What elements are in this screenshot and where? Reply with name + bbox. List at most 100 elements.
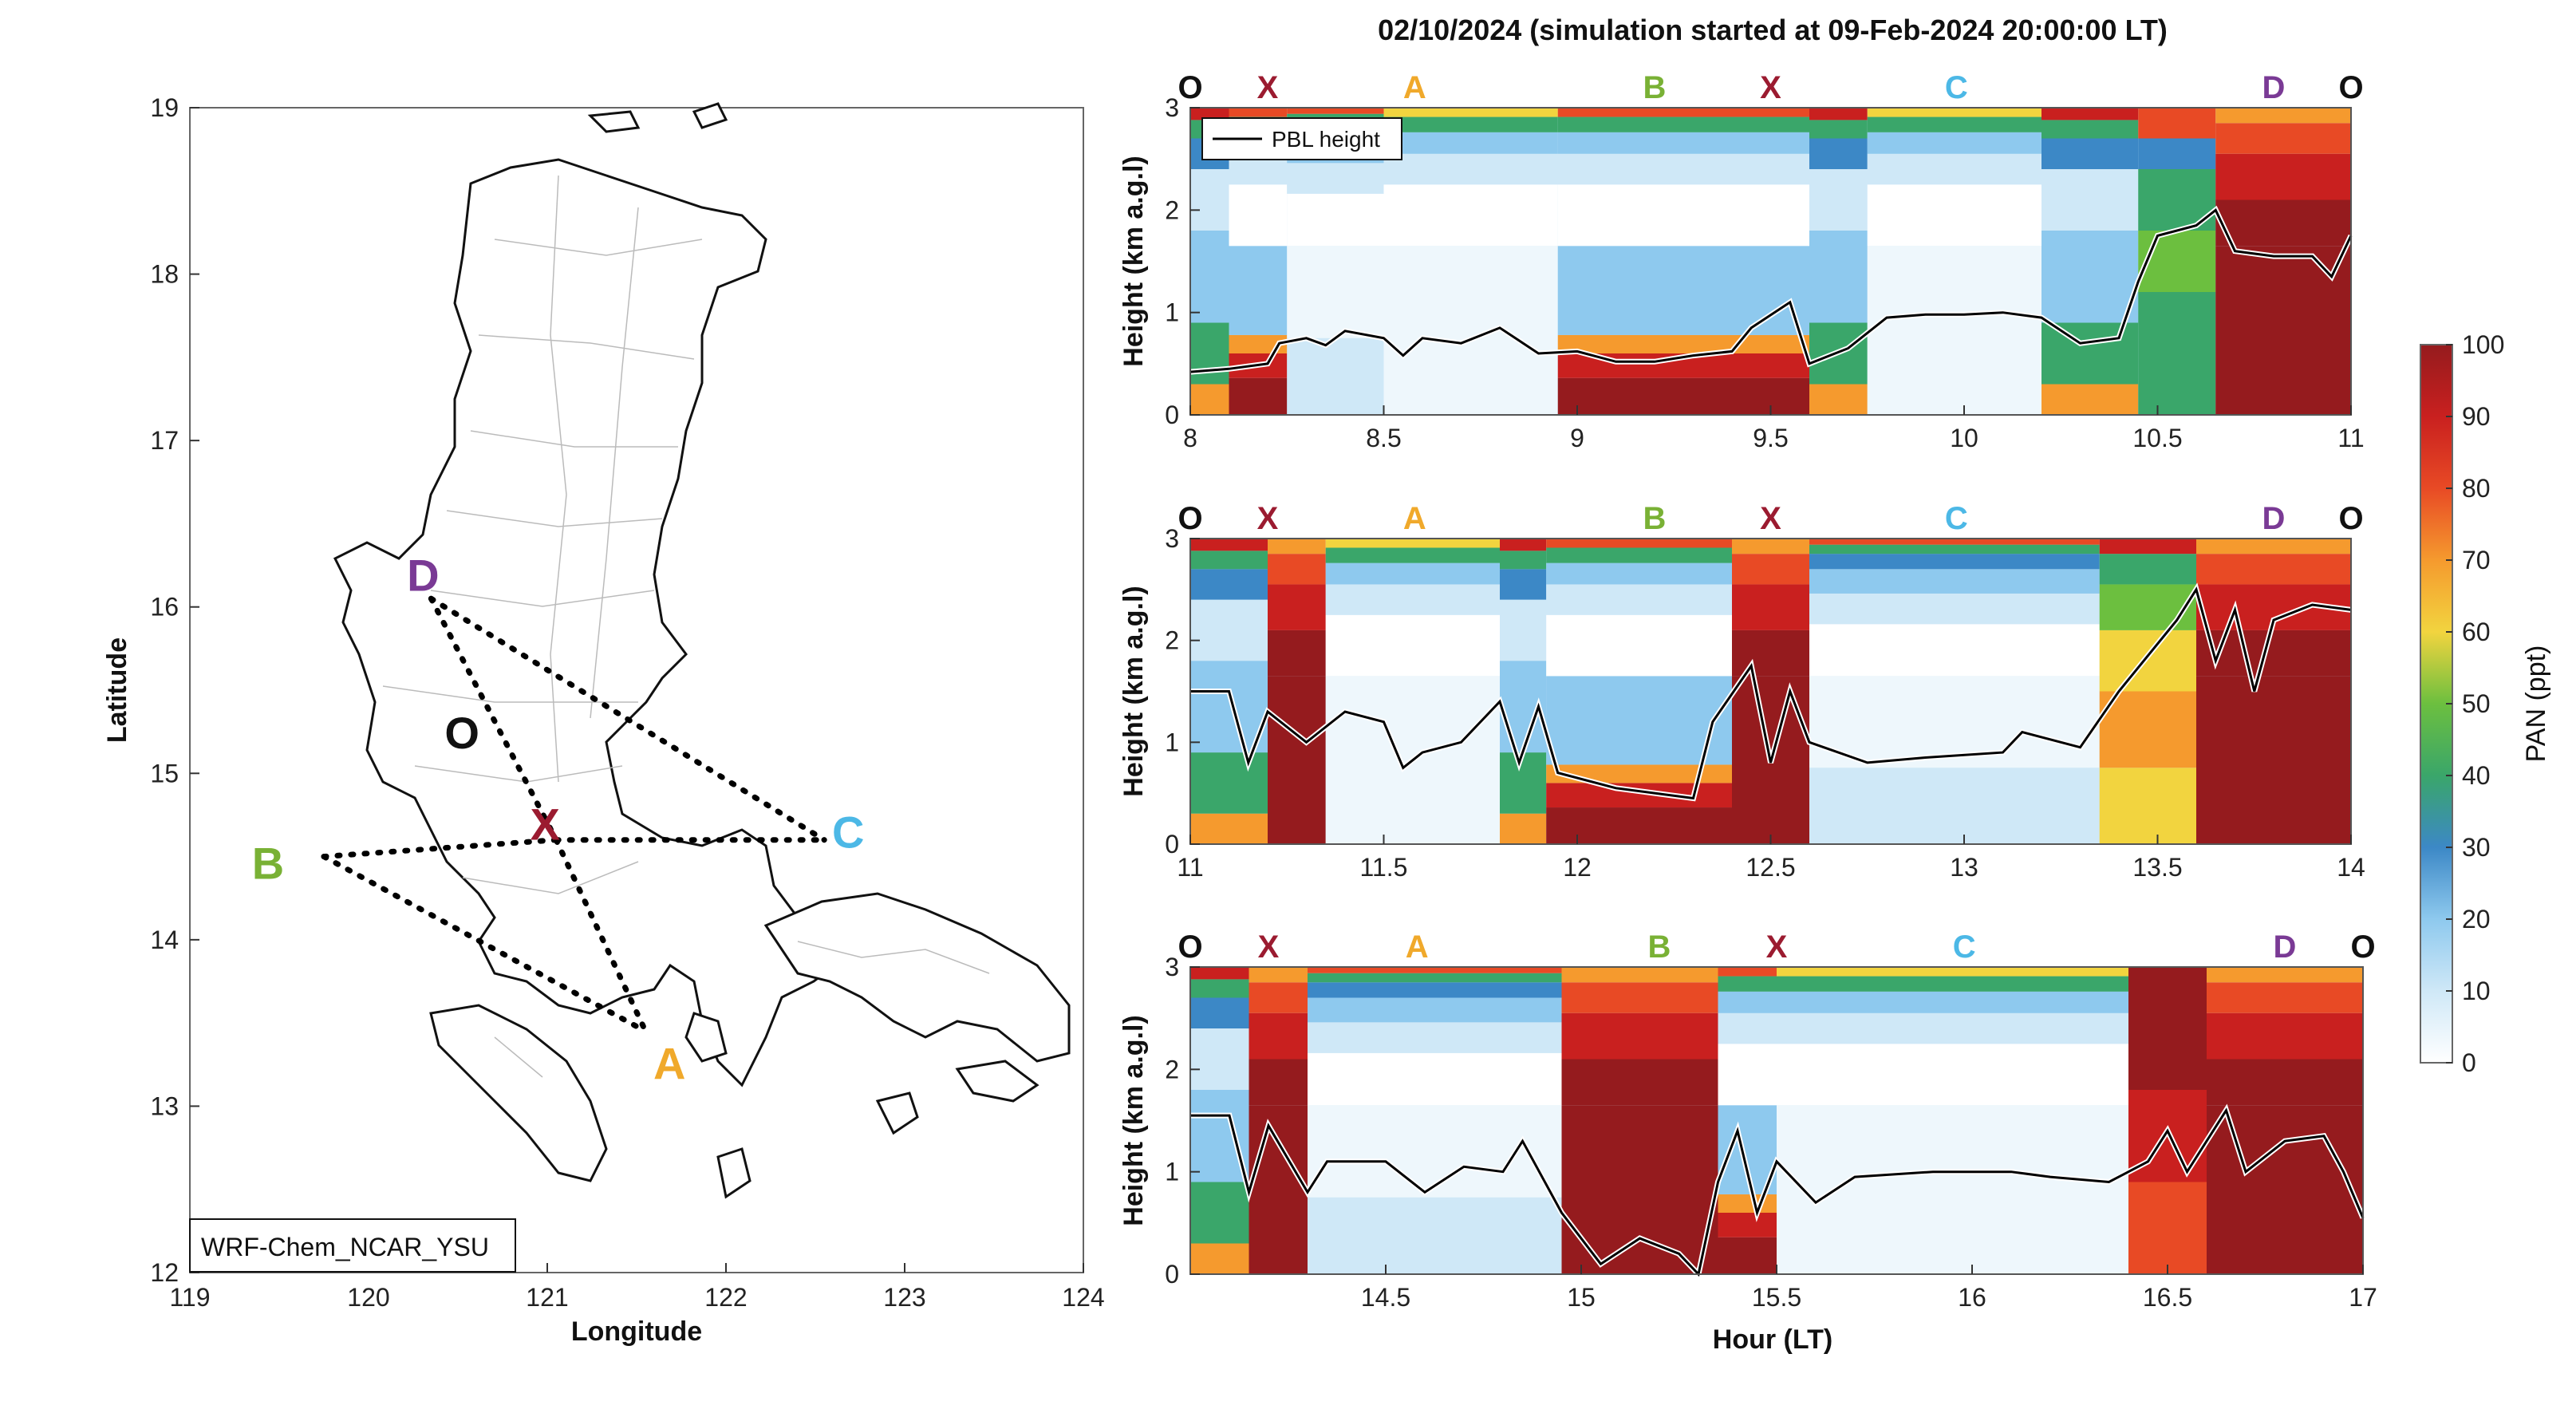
waypoint-label: B <box>1643 501 1667 536</box>
heatmap-cell <box>2099 584 2196 630</box>
heatmap-cell <box>1383 246 1558 415</box>
transect-lines <box>321 595 827 1035</box>
xtick-label: 15.5 <box>1752 1283 1801 1312</box>
transect-line <box>428 595 827 843</box>
xtick-label: 9 <box>1570 424 1584 452</box>
map-ytick-label: 19 <box>150 93 179 122</box>
y-axis-label: Height (km a.g.l) <box>1118 586 1149 796</box>
heatmap-cell <box>1777 1044 2128 1106</box>
heatmap-cell <box>1308 1197 1562 1274</box>
heatmap-cell <box>1867 246 2041 415</box>
xtick-label: 8.5 <box>1366 424 1401 452</box>
map-ytick-label: 15 <box>150 759 179 787</box>
heatmap-cell <box>1546 539 1732 548</box>
heatmap-cell <box>1718 1213 1777 1237</box>
map-xtick-label: 121 <box>526 1283 568 1312</box>
y-axis-label: Height (km a.g.l) <box>1118 156 1149 366</box>
heatmap-cell <box>1249 982 1308 1013</box>
waypoint-label: A <box>1403 501 1426 536</box>
ytick-label: 3 <box>1165 953 1179 981</box>
heatmap-cell <box>1732 630 1809 677</box>
heatmap-cell <box>1693 334 1809 353</box>
heatmap-cell <box>1557 184 1694 247</box>
colorbar-tick-label: 70 <box>2462 546 2491 574</box>
heatmap-cell <box>1325 614 1500 677</box>
heatmap-cell <box>2207 1059 2363 1106</box>
map-ytick-label: 18 <box>150 260 179 289</box>
heatmap-cell <box>1809 384 1868 415</box>
heatmap-cell <box>1809 169 1868 231</box>
heatmap-cell <box>1546 562 1732 585</box>
ytick-label: 2 <box>1165 1055 1179 1083</box>
heatmap-cell <box>1268 539 1326 555</box>
xtick-label: 9.5 <box>1753 424 1788 452</box>
heatmap-cell <box>1546 614 1732 677</box>
heatmap-cell <box>1867 108 2041 117</box>
heatmap-cell <box>1190 539 1268 551</box>
heatmap-cell <box>2207 1012 2363 1060</box>
map-xtick-label: 124 <box>1062 1283 1104 1312</box>
heatmap-cell <box>2138 231 2216 292</box>
heatmap-cell <box>1809 768 2100 844</box>
heatmap-cell <box>1249 967 1308 983</box>
heatmap-cell <box>2041 169 2139 231</box>
heatmap-cell <box>1557 132 1694 154</box>
heatmap-cell <box>1693 153 1809 185</box>
waypoint-label: X <box>1257 501 1279 536</box>
map-ytick-label: 16 <box>150 593 179 622</box>
map-ytick-label: 17 <box>150 426 179 455</box>
colorbar-tick-label: 10 <box>2462 977 2491 1005</box>
heatmap-cell <box>1777 976 2128 992</box>
heatmap-cell <box>1557 334 1694 353</box>
heatmap-cell <box>1325 584 1500 615</box>
heatmap-cell <box>2099 539 2196 555</box>
heatmap-cell <box>1308 982 1562 998</box>
heatmap-cell <box>1500 813 1547 844</box>
heatmap-cell <box>1557 108 1694 117</box>
heatmap-cell <box>2215 108 2351 124</box>
heatmap-cell <box>1249 1105 1308 1274</box>
heatmap-cell <box>2041 231 2139 323</box>
heatmap-cell <box>2138 108 2216 139</box>
ytick-label: 0 <box>1165 401 1179 429</box>
ytick-label: 0 <box>1165 830 1179 858</box>
colorbar-ticks: 0 10 20 30 40 50 60 70 80 90 100 <box>2446 330 2504 1077</box>
pbl-height-line <box>1190 1107 2365 1277</box>
heatmap-cell <box>1718 1237 1777 1274</box>
heatmap-cell <box>2041 120 2139 139</box>
heatmap-cell <box>1809 539 2100 545</box>
heatmap-cell <box>1500 752 1547 814</box>
ytick-label: 0 <box>1165 1260 1179 1289</box>
map-xtick-label: 119 <box>169 1283 210 1312</box>
heatmap-cell <box>2138 292 2216 415</box>
heatmap-cell <box>1867 153 2041 185</box>
heatmap-cell <box>1287 163 1384 194</box>
y-axis-label: Height (km a.g.l) <box>1118 1015 1149 1226</box>
waypoint-label: X <box>1760 501 1781 536</box>
transect-line <box>428 595 559 843</box>
map-point-labels: D O X B C A <box>252 550 865 1088</box>
xtick-label: 13.5 <box>2132 853 2182 882</box>
heatmap-cell <box>1287 108 1384 114</box>
waypoint-label: X <box>1766 930 1788 965</box>
heatmap-cell <box>1809 554 2100 570</box>
heatmap-cell <box>1190 108 1229 120</box>
heatmap-cell <box>2128 967 2207 1090</box>
colorbar-tick-label: 40 <box>2462 761 2491 790</box>
map-xlabel: Longitude <box>571 1316 702 1347</box>
waypoint-label: D <box>2262 501 2286 536</box>
heatmap-cell <box>2207 967 2363 983</box>
heatmap-cell <box>1693 108 1809 117</box>
ytick-label: 2 <box>1165 195 1179 224</box>
land-outline <box>333 102 1071 1199</box>
heatmap-cell <box>1190 752 1268 814</box>
heatmap-cell <box>1718 967 1777 977</box>
heatmap-cell <box>2099 691 2196 768</box>
heatmap-cell <box>1561 967 1718 983</box>
heatmap-cell <box>1718 976 1777 992</box>
waypoint-label: O <box>1178 930 1202 965</box>
heatmap-cell <box>1561 1105 1718 1274</box>
colorbar-tick-label: 80 <box>2462 474 2491 503</box>
waypoint-label: C <box>1945 70 1968 105</box>
legend-box <box>1201 117 1402 160</box>
